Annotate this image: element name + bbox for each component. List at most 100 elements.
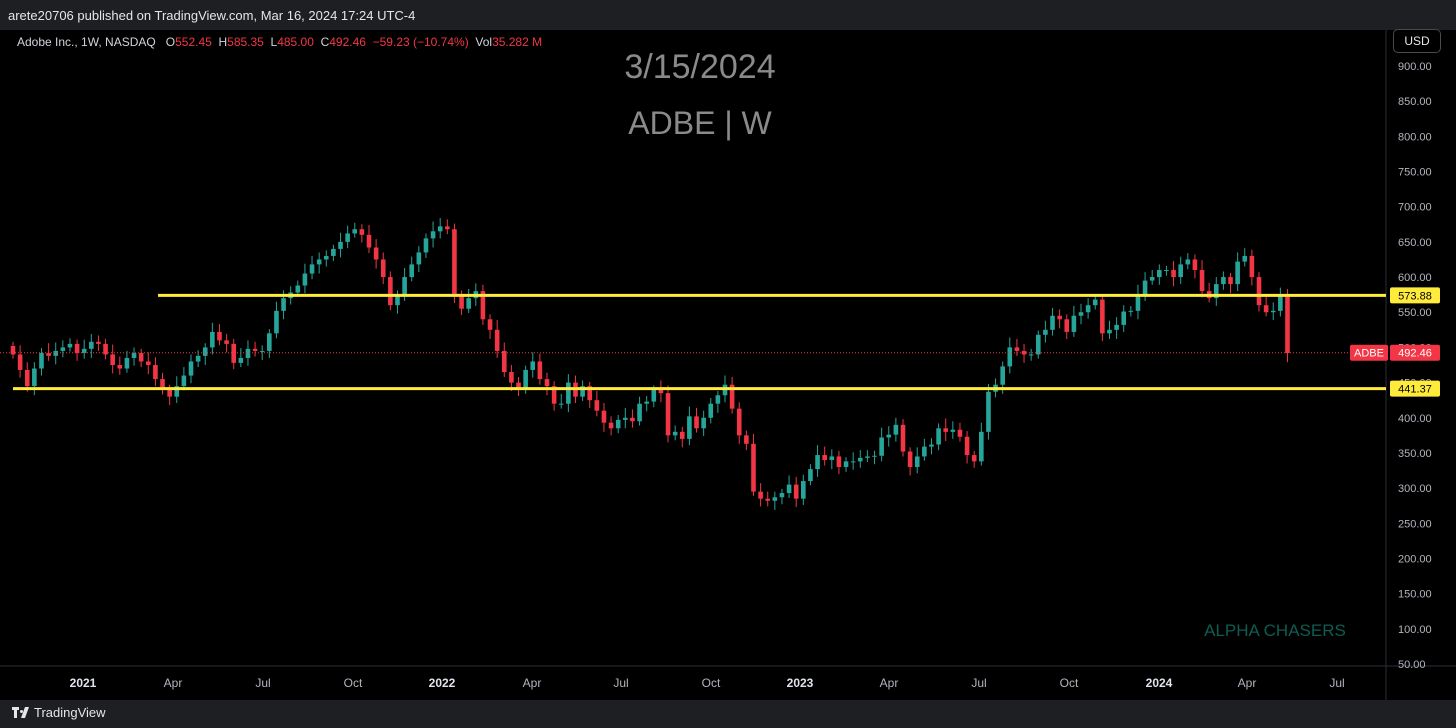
candle-body (60, 347, 66, 351)
candle-body (836, 456, 842, 468)
candle-body (210, 331, 215, 348)
y-tick-label: 400.00 (1398, 413, 1432, 425)
candle (245, 340, 251, 366)
candle (658, 380, 664, 403)
candle-body (808, 469, 813, 482)
candle (907, 447, 913, 476)
candle (1149, 270, 1155, 285)
candle (17, 345, 23, 378)
y-tick-label: 250.00 (1398, 518, 1432, 530)
candle (551, 381, 557, 411)
candle-body (630, 417, 635, 422)
candle-body (687, 416, 692, 439)
tradingview-brand[interactable]: TradingView (12, 705, 106, 720)
candle (801, 474, 806, 506)
candle (665, 385, 671, 443)
candle (380, 252, 386, 285)
candle-body (452, 229, 457, 295)
candle (316, 252, 322, 274)
candle (558, 393, 564, 409)
candle-body (729, 384, 735, 409)
candle-body (744, 435, 749, 444)
candle (1064, 314, 1070, 339)
candle (530, 352, 536, 378)
candle (366, 224, 372, 254)
open-label: O (165, 35, 176, 49)
candle-body (295, 285, 301, 293)
candle (210, 322, 215, 355)
candle-body (1107, 329, 1112, 334)
candle (957, 422, 963, 442)
currency-button[interactable]: USD (1393, 29, 1441, 53)
candle-body (1071, 315, 1077, 332)
candle-body (96, 341, 101, 344)
y-tick-label: 300.00 (1398, 483, 1432, 495)
candle (623, 407, 628, 429)
candlestick-chart[interactable]: 2021 Apr Jul Oct 2022 Apr Jul Oct 2023 Apr Jul Oct 2… (0, 30, 1456, 700)
x-tick-label: Oct (702, 676, 721, 690)
candle (416, 246, 422, 273)
candle (544, 372, 550, 396)
candle (202, 343, 208, 365)
candle (10, 341, 16, 359)
candle-body (566, 382, 571, 404)
candle-body (1064, 319, 1070, 332)
candle-body (793, 484, 799, 499)
candle-body (1078, 312, 1084, 316)
candle-body (267, 333, 272, 351)
y-tick-label: 600.00 (1398, 272, 1432, 284)
candle-body (402, 277, 407, 295)
candle (922, 438, 927, 461)
candle (338, 232, 343, 258)
chart-area[interactable]: 2021 Apr Jul Oct 2022 Apr Jul Oct 2023 Apr Jul Oct 2… (0, 30, 1456, 700)
candle-body (110, 354, 115, 365)
candle (96, 335, 101, 351)
candle-body (936, 428, 941, 445)
candle-body (24, 369, 30, 387)
candle (494, 319, 500, 358)
candle (274, 301, 279, 339)
candle (430, 221, 436, 248)
candle-body (124, 357, 130, 369)
candle (1135, 284, 1141, 320)
candle (793, 476, 799, 508)
candle-body (708, 403, 714, 418)
candle (601, 402, 607, 432)
candle (516, 376, 521, 396)
candle-body (644, 401, 649, 404)
candle (779, 488, 785, 505)
candle (736, 402, 742, 444)
candle (886, 426, 892, 447)
candle-body (167, 389, 172, 397)
candle (509, 365, 514, 392)
candle-body (765, 498, 771, 501)
candle (331, 244, 336, 261)
candle-body (81, 348, 87, 354)
candle-body (971, 455, 977, 462)
candle-body (1192, 259, 1198, 271)
candle (1028, 348, 1034, 361)
candle (1270, 302, 1276, 320)
candle (1263, 295, 1269, 317)
candle-body (117, 365, 123, 369)
candle-body (153, 365, 158, 380)
candle-body (316, 259, 322, 265)
x-tick-label: Apr (880, 676, 899, 690)
x-tick-label: Apr (164, 676, 183, 690)
candle-body (907, 451, 913, 468)
candle-body (302, 273, 308, 286)
candle (566, 374, 571, 413)
candle-body (1228, 277, 1233, 285)
candle-body (1000, 366, 1005, 385)
candle (708, 398, 714, 424)
candle (1235, 252, 1240, 292)
candle-body (950, 429, 956, 432)
candle-body (245, 348, 251, 358)
candle (765, 491, 771, 507)
candle-body (195, 355, 201, 362)
candle (1213, 277, 1219, 306)
candle (1185, 253, 1191, 270)
candle-body (338, 241, 343, 249)
candle (1171, 260, 1176, 287)
candle-body (138, 353, 144, 362)
